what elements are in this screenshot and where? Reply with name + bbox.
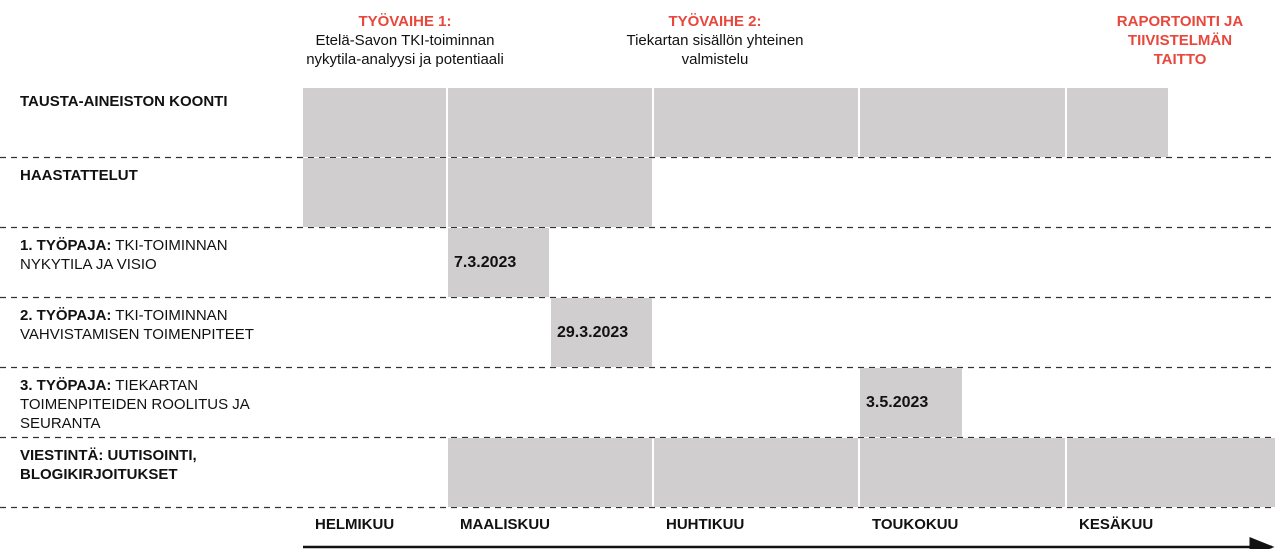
milestone-date: 7.3.2023 xyxy=(454,253,517,271)
row-label-bold: 2. TYÖPAJA: xyxy=(20,307,112,324)
row-label: HAASTATTELUT xyxy=(20,166,290,185)
bar xyxy=(448,88,652,157)
milestone: 29.3.2023 xyxy=(551,298,652,367)
row-label: TAUSTA-AINEISTON KOONTI xyxy=(20,92,290,111)
row-label: 3. TYÖPAJA: TIEKARTAN TOIMENPITEIDEN ROO… xyxy=(20,376,290,433)
bar xyxy=(654,88,858,157)
month-label: MAALISKUU xyxy=(460,516,550,533)
phase-text: valmistelu xyxy=(681,51,749,68)
row-label-text: TKI-TOIMINNAN NYKYTILA JA VISIO xyxy=(20,237,228,273)
phase-text: Tiekartan sisällön yhteinen xyxy=(626,32,804,49)
milestone-date: 3.5.2023 xyxy=(866,393,929,411)
bar xyxy=(1067,88,1168,157)
bar xyxy=(654,438,858,507)
row-label-bold: HAASTATTELUT xyxy=(20,167,138,184)
phase: RAPORTOINTI JA TIIVISTELMÄN TAITTO xyxy=(1105,12,1255,69)
phase-title: TYÖVAIHE 2: xyxy=(668,13,762,30)
bar xyxy=(860,438,1065,507)
milestone-date: 29.3.2023 xyxy=(557,323,629,341)
row-label-bold: 3. TYÖPAJA: xyxy=(20,377,112,394)
phase: TYÖVAIHE 2: Tiekartan sisällön yhteinen va… xyxy=(565,12,865,69)
row-label-text: TKI-TOIMINNAN VAHVISTAMISEN TOIMENPITEET xyxy=(20,307,254,343)
milestone: 3.5.2023 xyxy=(860,368,962,437)
row-label: 2. TYÖPAJA: TKI-TOIMINNAN VAHVISTAMISEN … xyxy=(20,306,290,344)
phase: TYÖVAIHE 1: Etelä-Savon TKI-toiminnan nyky… xyxy=(255,12,555,69)
phase-text: nykytila-analyysi ja potentiaali xyxy=(306,51,504,68)
phase-text: Etelä-Savon TKI-toiminnan xyxy=(315,32,495,49)
row-label: VIESTINTÄ: UUTISOINTI, BLOGIKIRJOITUKSET xyxy=(20,446,290,484)
month-label: KESÄKUU xyxy=(1079,516,1154,533)
bar xyxy=(448,438,652,507)
row-label-bold: VIESTINTÄ: UUTISOINTI, BLOGIKIRJOITUKSET xyxy=(20,447,197,483)
bar xyxy=(303,158,446,227)
month-label: TOUKOKUU xyxy=(872,516,959,533)
milestone: 7.3.2023 xyxy=(448,228,549,297)
phase-title: RAPORTOINTI JA TIIVISTELMÄN TAITTO xyxy=(1116,13,1244,68)
bar xyxy=(1067,438,1275,507)
row-label-text: TIEKARTAN TOIMENPITEIDEN ROOLITUS JA SEU… xyxy=(20,377,249,432)
bar xyxy=(303,88,446,157)
bar xyxy=(448,158,652,227)
month-label: HELMIKUU xyxy=(315,516,395,533)
row-label-bold: 1. TYÖPAJA: xyxy=(20,237,112,254)
month-label: HUHTIKUU xyxy=(666,516,745,533)
phase-title: TYÖVAIHE 1: xyxy=(358,13,452,30)
row-label: 1. TYÖPAJA: TKI-TOIMINNAN NYKYTILA JA VI… xyxy=(20,236,290,274)
bar xyxy=(860,88,1065,157)
row-label-bold: TAUSTA-AINEISTON KOONTI xyxy=(20,93,228,110)
